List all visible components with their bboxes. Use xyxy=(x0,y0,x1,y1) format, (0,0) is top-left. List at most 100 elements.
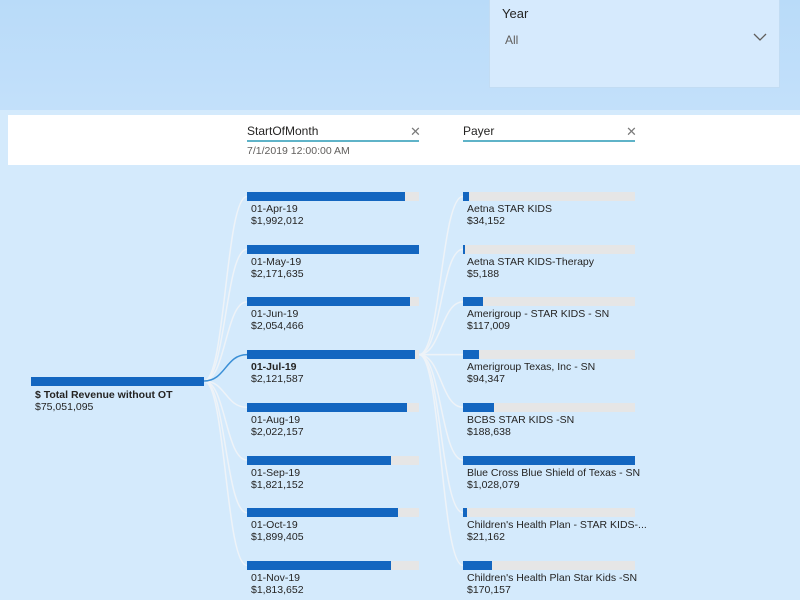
payer-bar xyxy=(463,560,492,570)
root-bar xyxy=(31,377,204,386)
month-node[interactable]: 01-Oct-19 $1,899,405 xyxy=(247,508,419,544)
payer-bar xyxy=(463,455,635,465)
connector-link xyxy=(203,301,248,382)
payer-bar-track xyxy=(463,192,635,201)
connector-link xyxy=(418,353,464,514)
month-node[interactable]: 01-May-19 $2,171,635 xyxy=(247,244,419,281)
payer-value: $21,162 xyxy=(467,531,505,544)
payer-bar-track xyxy=(463,508,635,518)
level-filter-value: 7/1/2019 12:00:00 AM xyxy=(247,145,350,157)
payer-value: $94,347 xyxy=(467,373,505,386)
connector-link xyxy=(418,353,464,461)
month-bar xyxy=(247,402,408,412)
level-underline xyxy=(463,140,635,142)
month-node[interactable]: 01-Jul-19 $2,121,587 xyxy=(247,350,419,386)
month-label: 01-Sep-19 xyxy=(251,466,301,479)
slicer-selected-value[interactable]: All xyxy=(505,33,519,47)
year-slicer[interactable]: Year All xyxy=(489,0,780,88)
month-value: $2,121,587 xyxy=(251,373,304,386)
month-value: $1,992,012 xyxy=(251,215,304,227)
month-node[interactable]: 01-Jun-19 $2,054,466 xyxy=(247,297,419,333)
month-value: $1,899,405 xyxy=(251,531,304,544)
connector-link-selected xyxy=(203,353,248,382)
tree-connectors xyxy=(203,195,464,567)
month-node[interactable]: 01-Sep-19 $1,821,152 xyxy=(247,455,419,492)
payer-label: BCBS STAR KIDS -SN xyxy=(467,413,575,426)
payer-value: $34,152 xyxy=(467,215,505,227)
month-bar xyxy=(247,560,391,570)
connector-link xyxy=(203,380,248,514)
payer-bar xyxy=(463,402,495,412)
payer-label: Children's Health Plan Star Kids -SN xyxy=(467,571,638,584)
month-node[interactable]: 01-Apr-19 $1,992,012 xyxy=(247,192,419,228)
payer-label: Amerigroup Texas, Inc - SN xyxy=(467,361,596,374)
close-icon[interactable]: ✕ xyxy=(410,124,421,139)
payer-bar-track xyxy=(463,402,635,412)
month-value: $2,054,466 xyxy=(251,320,304,333)
payer-value: $188,638 xyxy=(467,425,511,438)
payer-node[interactable]: Blue Cross Blue Shield of Texas - SN $1,0… xyxy=(463,455,640,492)
chevron-down-icon[interactable] xyxy=(752,30,768,44)
connector-link xyxy=(203,195,248,382)
root-label: $ Total Revenue without OT xyxy=(35,389,173,401)
payer-value: $117,009 xyxy=(467,320,511,333)
payer-node[interactable]: BCBS STAR KIDS -SN $188,638 xyxy=(463,402,635,439)
month-bar xyxy=(247,192,405,201)
payer-node[interactable]: Amerigroup - STAR KIDS - SN $117,009 xyxy=(463,297,635,333)
close-icon[interactable]: ✕ xyxy=(626,124,637,139)
payer-bar-track xyxy=(463,350,635,360)
connector-link xyxy=(418,301,464,356)
payer-bar xyxy=(463,297,483,307)
connector-link xyxy=(203,248,248,382)
payer-label: Children's Health Plan - STAR KIDS-... xyxy=(467,519,647,532)
month-bar xyxy=(247,508,398,518)
month-label: 01-Jul-19 xyxy=(251,361,297,374)
slicer-title: Year xyxy=(502,6,529,21)
connector-link xyxy=(418,195,464,356)
payer-bar xyxy=(463,350,479,360)
payer-label: Aetna STAR KIDS-Therapy xyxy=(467,255,595,268)
payer-node[interactable]: Aetna STAR KIDS-Therapy $5,188 xyxy=(463,244,635,281)
level-title-payer[interactable]: Payer xyxy=(463,124,495,138)
month-bar xyxy=(247,350,416,360)
payer-bar xyxy=(463,192,469,201)
payer-node[interactable]: Children's Health Plan - STAR KIDS-... $2… xyxy=(463,508,647,544)
month-label: 01-Aug-19 xyxy=(251,413,301,426)
payer-value: $5,188 xyxy=(467,267,500,280)
payer-label: Amerigroup - STAR KIDS - SN xyxy=(467,308,610,321)
month-value: $2,171,635 xyxy=(251,267,304,280)
month-label: 01-May-19 xyxy=(251,255,302,268)
month-value: $2,022,157 xyxy=(251,425,304,438)
month-node[interactable]: 01-Nov-19 $1,813,652 xyxy=(247,560,419,597)
connector-link xyxy=(203,380,248,409)
month-label: 01-Nov-19 xyxy=(251,571,301,584)
payer-node[interactable]: Children's Health Plan Star Kids -SN $170… xyxy=(463,560,638,597)
month-node[interactable]: 01-Aug-19 $2,022,157 xyxy=(247,402,419,439)
connector-link xyxy=(418,353,464,567)
payer-bar-track xyxy=(463,244,635,254)
payer-bar xyxy=(463,508,467,518)
month-bar xyxy=(247,297,410,307)
payer-node[interactable]: Amerigroup Texas, Inc - SN $94,347 xyxy=(463,350,635,386)
root-value: $75,051,095 xyxy=(35,401,94,413)
connector-link xyxy=(203,380,248,461)
payer-bar-track xyxy=(463,560,635,570)
payer-label: Blue Cross Blue Shield of Texas - SN xyxy=(467,466,641,479)
connector-link xyxy=(418,248,464,356)
payer-node[interactable]: Aetna STAR KIDS $34,152 xyxy=(463,192,635,228)
level-title-startofmonth[interactable]: StartOfMonth xyxy=(247,124,319,138)
payer-label: Aetna STAR KIDS xyxy=(467,203,553,215)
month-bar xyxy=(247,455,392,465)
payer-bar xyxy=(463,244,465,254)
decomposition-tree: StartOfMonth ✕ 7/1/2019 12:00:00 AM Paye… xyxy=(0,110,800,600)
level-underline xyxy=(247,140,419,142)
month-value: $1,821,152 xyxy=(251,478,304,491)
payer-bar-track xyxy=(463,297,635,307)
payer-value: $170,157 xyxy=(467,583,511,596)
month-value: $1,813,652 xyxy=(251,583,304,596)
payer-value: $1,028,079 xyxy=(467,478,520,491)
connector-link xyxy=(203,380,248,567)
month-label: 01-Apr-19 xyxy=(251,203,298,215)
month-bar xyxy=(247,244,419,254)
connector-link xyxy=(418,353,464,409)
